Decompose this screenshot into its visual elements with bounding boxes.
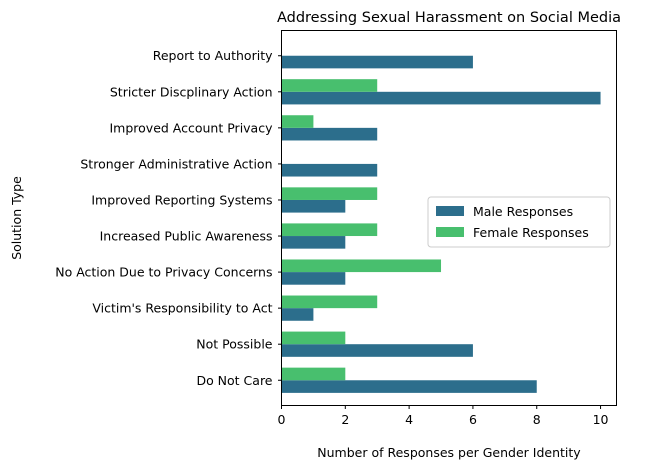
- bar-male-7: [281, 127, 378, 141]
- legend-swatch-0: [436, 206, 464, 216]
- y-tick-label: Not Possible: [196, 337, 273, 352]
- bar-male-5: [281, 199, 346, 213]
- x-tick-label: 6: [469, 412, 477, 427]
- y-axis-ticks: Do Not Care Not Possible Victim's Responsi…: [55, 48, 282, 388]
- x-tick-label: 4: [405, 412, 413, 427]
- bar-female-5: [281, 187, 378, 200]
- y-tick-label: Do Not Care: [196, 373, 272, 388]
- x-tick-label: 0: [278, 412, 286, 427]
- legend-box: [427, 196, 611, 248]
- y-tick-label: No Action Due to Privacy Concerns: [55, 265, 272, 280]
- bar-male-6: [281, 163, 378, 177]
- bar-male-4: [281, 236, 346, 249]
- bar-female-7: [281, 115, 314, 128]
- legend-label-0: Male Responses: [473, 204, 573, 219]
- chart-title: Addressing Sexual Harassment on Social M…: [277, 10, 621, 26]
- y-tick-label: Report to Authority: [153, 48, 273, 63]
- bar-male-8: [281, 91, 601, 105]
- y-tick-label: Improved Account Privacy: [109, 120, 273, 135]
- y-axis-title: Solution Type: [9, 176, 24, 260]
- bar-male-0: [281, 380, 537, 393]
- bar-male-1: [281, 344, 473, 357]
- y-tick-label: Victim's Responsibility to Act: [92, 301, 272, 316]
- bar-female-2: [281, 295, 378, 309]
- y-tick-label: Stricter Discplinary Action: [110, 84, 273, 99]
- y-tick-label: Stronger Administrative Action: [80, 156, 272, 171]
- x-tick-label: 2: [341, 412, 349, 427]
- bar-female-4: [281, 223, 378, 237]
- legend-swatch-1: [436, 227, 464, 237]
- plot-frame: [281, 30, 617, 406]
- bar-female-8: [281, 79, 378, 92]
- y-tick-label: Improved Reporting Systems: [91, 192, 272, 207]
- bars-group: [281, 55, 601, 393]
- x-tick-label: 10: [593, 412, 609, 427]
- bar-female-0: [281, 367, 346, 381]
- bar-male-9: [281, 55, 473, 69]
- x-tick-label: 8: [533, 412, 541, 427]
- bar-female-3: [281, 259, 442, 273]
- x-axis-title: Number of Responses per Gender Identity: [317, 445, 581, 460]
- legend: Male Responses Female Responses: [427, 196, 611, 248]
- bar-male-3: [281, 272, 346, 285]
- bar-male-2: [281, 308, 314, 321]
- y-tick-label: Increased Public Awareness: [100, 229, 273, 244]
- legend-label-1: Female Responses: [473, 225, 589, 240]
- bar-female-1: [281, 331, 346, 345]
- x-axis-ticks: 0 2 4 6 8 10: [278, 405, 609, 427]
